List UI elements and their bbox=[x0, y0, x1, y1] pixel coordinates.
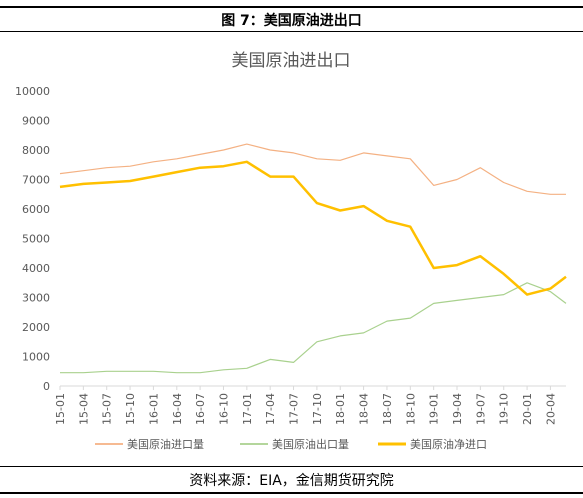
x-tick-label: 15-01 bbox=[54, 393, 67, 425]
x-axis: 15-01 15-04 15-07 15-10 16-01 16-04 16-07 16-10… bbox=[54, 385, 566, 425]
source-note: 资料来源：EIA，金信期货研究院 bbox=[0, 466, 583, 494]
legend: 美国原油进口量 美国原油出口量 美国原油净进口 bbox=[95, 437, 487, 451]
series-layer bbox=[59, 143, 567, 374]
series-line-3 bbox=[59, 160, 567, 296]
chart-title: 美国原油进出口 bbox=[232, 51, 351, 71]
x-tick-label: 19-01 bbox=[428, 393, 441, 425]
line-chart: 美国原油进出口 0 1000 2000 3000 4000 5000 6000 7000 800… bbox=[15, 51, 567, 451]
y-tick-label: 1000 bbox=[22, 351, 50, 364]
series-line-1 bbox=[59, 143, 566, 195]
x-tick-label: 15-07 bbox=[101, 393, 114, 425]
y-tick-label: 7000 bbox=[22, 174, 50, 187]
y-axis: 0 1000 2000 3000 4000 5000 6000 7000 8000 9000 100… bbox=[15, 85, 50, 393]
x-tick-label: 17-04 bbox=[264, 393, 277, 425]
x-tick-label: 19-04 bbox=[451, 393, 464, 425]
x-tick-label: 20-01 bbox=[521, 393, 534, 425]
legend-label-2: 美国原油出口量 bbox=[272, 437, 349, 451]
y-tick-label: 9000 bbox=[22, 115, 50, 128]
source-note-text: 资料来源：EIA，金信期货研究院 bbox=[189, 472, 394, 489]
x-tick-label: 15-10 bbox=[124, 393, 137, 425]
x-tick-label: 18-01 bbox=[334, 393, 347, 425]
y-tick-label: 10000 bbox=[15, 85, 50, 98]
x-tick-label: 18-04 bbox=[358, 393, 371, 425]
y-tick-label: 6000 bbox=[22, 203, 50, 216]
x-tick-label: 16-01 bbox=[147, 393, 160, 425]
x-tick-label: 19-07 bbox=[474, 393, 487, 425]
figure-caption: 图 7：美国原油进出口 bbox=[0, 6, 583, 32]
y-tick-label: 4000 bbox=[22, 262, 50, 275]
figure-caption-text: 图 7：美国原油进出口 bbox=[221, 12, 362, 29]
x-tick-label: 20-04 bbox=[544, 393, 557, 425]
x-tick-label: 16-10 bbox=[217, 393, 230, 425]
x-tick-label: 15-04 bbox=[77, 393, 90, 425]
x-tick-label: 19-10 bbox=[498, 393, 511, 425]
y-tick-label: 3000 bbox=[22, 292, 50, 305]
x-tick-label: 17-07 bbox=[288, 393, 301, 425]
x-tick-label: 17-01 bbox=[241, 393, 254, 425]
series-line-2 bbox=[60, 282, 567, 374]
x-tick-label: 18-07 bbox=[381, 393, 394, 425]
y-tick-label: 5000 bbox=[22, 233, 50, 246]
x-tick-label: 18-10 bbox=[404, 393, 417, 425]
legend-label-3: 美国原油净进口 bbox=[410, 437, 487, 451]
x-tick-label: 16-04 bbox=[171, 393, 184, 425]
y-tick-label: 8000 bbox=[22, 144, 50, 157]
legend-label-1: 美国原油进口量 bbox=[127, 437, 204, 451]
y-tick-label: 0 bbox=[43, 380, 50, 393]
x-tick-label: 17-10 bbox=[311, 393, 324, 425]
y-tick-label: 2000 bbox=[22, 321, 50, 334]
x-tick-label: 16-07 bbox=[194, 393, 207, 425]
